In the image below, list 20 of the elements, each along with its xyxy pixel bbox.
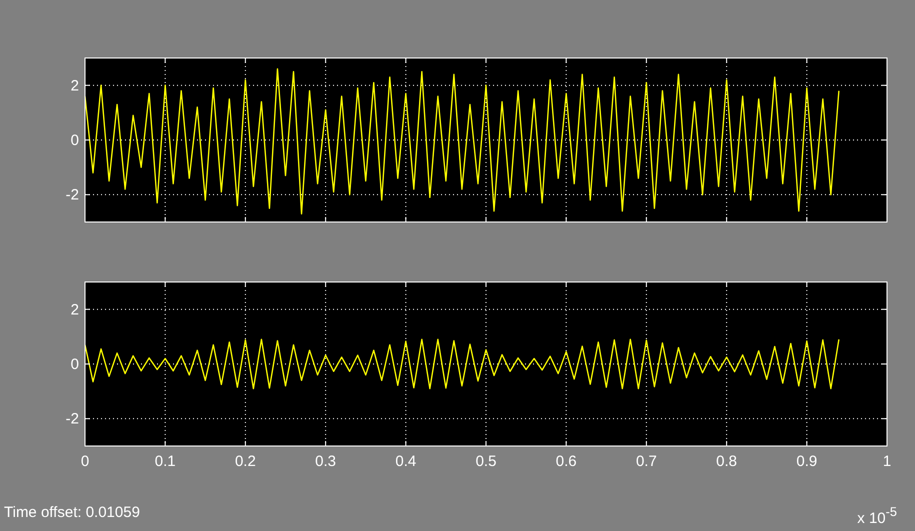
x-tick-label: 0.5 — [476, 453, 496, 470]
y-tick-label: -2 — [66, 186, 79, 204]
line-series — [84, 68, 840, 214]
x-tick-label: 1 — [882, 453, 892, 470]
line-series — [84, 338, 840, 390]
x-tick-label: 0.3 — [315, 453, 336, 470]
text: Time offset: 0.01059 — [4, 504, 140, 521]
y-tick-label: 2 — [70, 301, 79, 318]
y-tick-label: 0 — [70, 356, 79, 373]
y-tick-label: 0 — [70, 132, 79, 149]
x-tick-label: 0.7 — [636, 453, 657, 470]
x-tick-label: 0.9 — [796, 453, 818, 470]
x-tick-label: 0.6 — [556, 453, 577, 470]
x-tick-label: 0.4 — [395, 453, 416, 470]
text: x 10$^{-5}$ — [857, 504, 897, 527]
y-tick-label: 2 — [70, 77, 79, 94]
y-tick-label: -2 — [66, 410, 79, 428]
x-tick-label: 0.1 — [154, 453, 176, 470]
x-tick-label: 0.2 — [234, 453, 256, 470]
x-tick-label: 0.8 — [716, 453, 738, 470]
